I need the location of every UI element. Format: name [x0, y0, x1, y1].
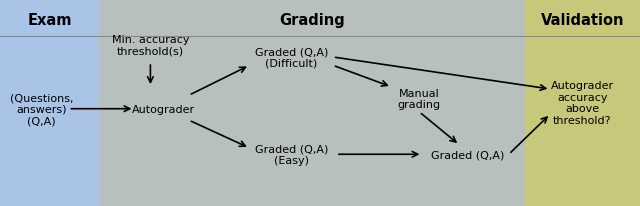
Text: Graded (Q,A)
(Difficult): Graded (Q,A) (Difficult)	[255, 47, 328, 68]
Bar	[525, 0, 640, 206]
Text: Min. accuracy
threshold(s): Min. accuracy threshold(s)	[111, 35, 189, 56]
Text: (Questions,
answers)
(Q,A): (Questions, answers) (Q,A)	[10, 93, 74, 126]
Text: Exam: Exam	[28, 13, 72, 28]
Text: Manual
grading: Manual grading	[397, 88, 441, 110]
Bar	[99, 0, 525, 206]
Bar	[0, 0, 99, 206]
Text: Graded (Q,A)
(Easy): Graded (Q,A) (Easy)	[255, 144, 328, 165]
Text: Autograder
accuracy
above
threshold?: Autograder accuracy above threshold?	[551, 81, 614, 125]
Text: Graded (Q,A): Graded (Q,A)	[431, 150, 504, 159]
Text: Autograder: Autograder	[132, 104, 195, 114]
Text: Grading: Grading	[279, 13, 345, 28]
Text: Validation: Validation	[541, 13, 624, 28]
